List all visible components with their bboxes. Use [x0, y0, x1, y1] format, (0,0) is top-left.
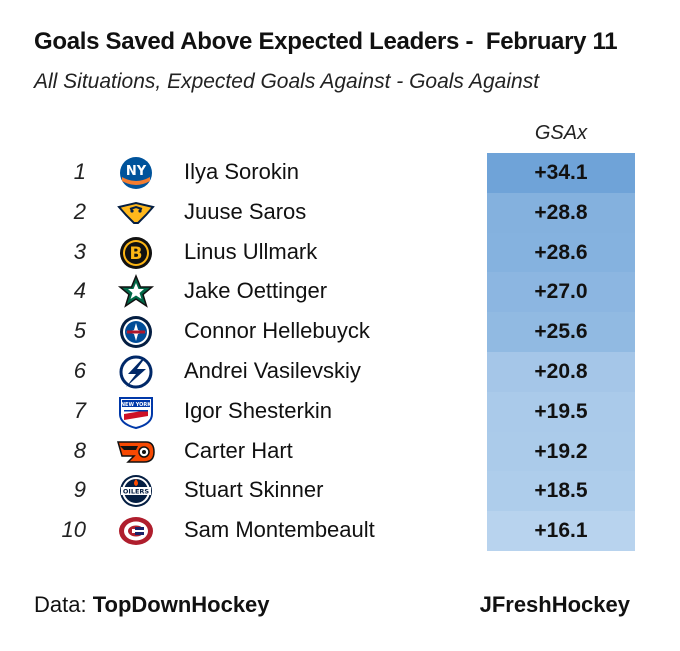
player-name: Stuart Skinner	[184, 477, 324, 503]
gsax-value: +20.8	[487, 351, 635, 392]
oilers-logo-icon: OILERS	[116, 473, 156, 509]
chart-title: Goals Saved Above Expected Leaders - Feb…	[34, 28, 618, 55]
table-row: 9 OILERS Stuart Skinner +18.5	[0, 471, 680, 512]
table-row: 5 Connor Hellebuyck +25.6	[0, 312, 680, 352]
rank-number: 2	[73, 198, 86, 224]
player-name: Carter Hart	[184, 437, 293, 463]
rank-number: 8	[73, 437, 86, 463]
gsax-column-header: GSAx	[534, 122, 588, 144]
rangers-logo-icon: NEW YORK	[116, 394, 156, 430]
gsax-value: +16.1	[487, 511, 635, 551]
bruins-logo-icon: B	[116, 235, 156, 271]
gsax-value: +28.8	[487, 192, 635, 233]
table-row: 2 Juuse Saros +28.8	[0, 192, 680, 233]
svg-text:NEW YORK: NEW YORK	[121, 402, 152, 408]
table-row: 7 NEW YORK Igor Shesterkin +19.5	[0, 391, 680, 432]
author-credit: JFreshHockey	[479, 592, 630, 617]
gsax-value: +18.5	[487, 471, 635, 512]
svg-text:NY: NY	[126, 164, 147, 179]
player-name: Jake Oettinger	[184, 278, 328, 304]
stars-logo-icon	[116, 274, 156, 310]
data-label: Data:	[34, 592, 93, 617]
canadiens-logo-icon	[116, 513, 156, 549]
gsax-value: +28.6	[487, 232, 635, 273]
table-row: 1 NY Ilya Sorokin +34.1	[0, 153, 680, 193]
table-row: 3 B Linus Ullmark +28.6	[0, 232, 680, 273]
player-name: Connor Hellebuyck	[184, 318, 370, 344]
jets-logo-icon	[116, 314, 156, 350]
leaders-table: 1 NY Ilya Sorokin +34.1 2 Juuse Saros +28.8 3 B L…	[0, 153, 680, 551]
gsax-value: +19.2	[487, 431, 635, 472]
gsax-value: +34.1	[487, 153, 635, 193]
data-source-credit: Data: TopDownHockey	[34, 592, 270, 618]
rank-number: 1	[73, 159, 86, 184]
table-row: 4 Jake Oettinger +27.0	[0, 272, 680, 313]
gsax-value: +27.0	[487, 272, 635, 313]
islanders-logo-icon: NY	[116, 155, 156, 191]
gsax-value: +19.5	[487, 391, 635, 432]
svg-text:OILERS: OILERS	[123, 488, 150, 496]
flyers-logo-icon	[116, 434, 156, 470]
table-row: 10 Sam Montembeault +16.1	[0, 511, 680, 551]
player-name: Igor Shesterkin	[184, 397, 332, 423]
svg-text:B: B	[130, 244, 143, 264]
rank-number: 3	[73, 238, 86, 264]
rank-number: 10	[61, 517, 86, 543]
rank-number: 5	[73, 318, 86, 344]
predators-logo-icon	[116, 195, 156, 231]
rank-number: 6	[73, 357, 86, 383]
table-row: 6 Andrei Vasilevskiy +20.8	[0, 351, 680, 392]
rank-number: 9	[73, 477, 86, 503]
rank-number: 4	[73, 278, 86, 304]
data-source-name: TopDownHockey	[92, 592, 270, 617]
table-row: 8 Carter Hart +19.2	[0, 431, 680, 472]
player-name: Andrei Vasilevskiy	[184, 357, 361, 383]
player-name: Juuse Saros	[184, 198, 307, 224]
rank-number: 7	[73, 397, 86, 423]
chart-subtitle: All Situations, Expected Goals Against -…	[34, 70, 540, 93]
player-name: Ilya Sorokin	[184, 159, 299, 184]
gsax-value: +25.6	[487, 312, 635, 352]
player-name: Sam Montembeault	[184, 517, 375, 543]
player-name: Linus Ullmark	[184, 238, 318, 264]
lightning-logo-icon	[116, 354, 156, 390]
